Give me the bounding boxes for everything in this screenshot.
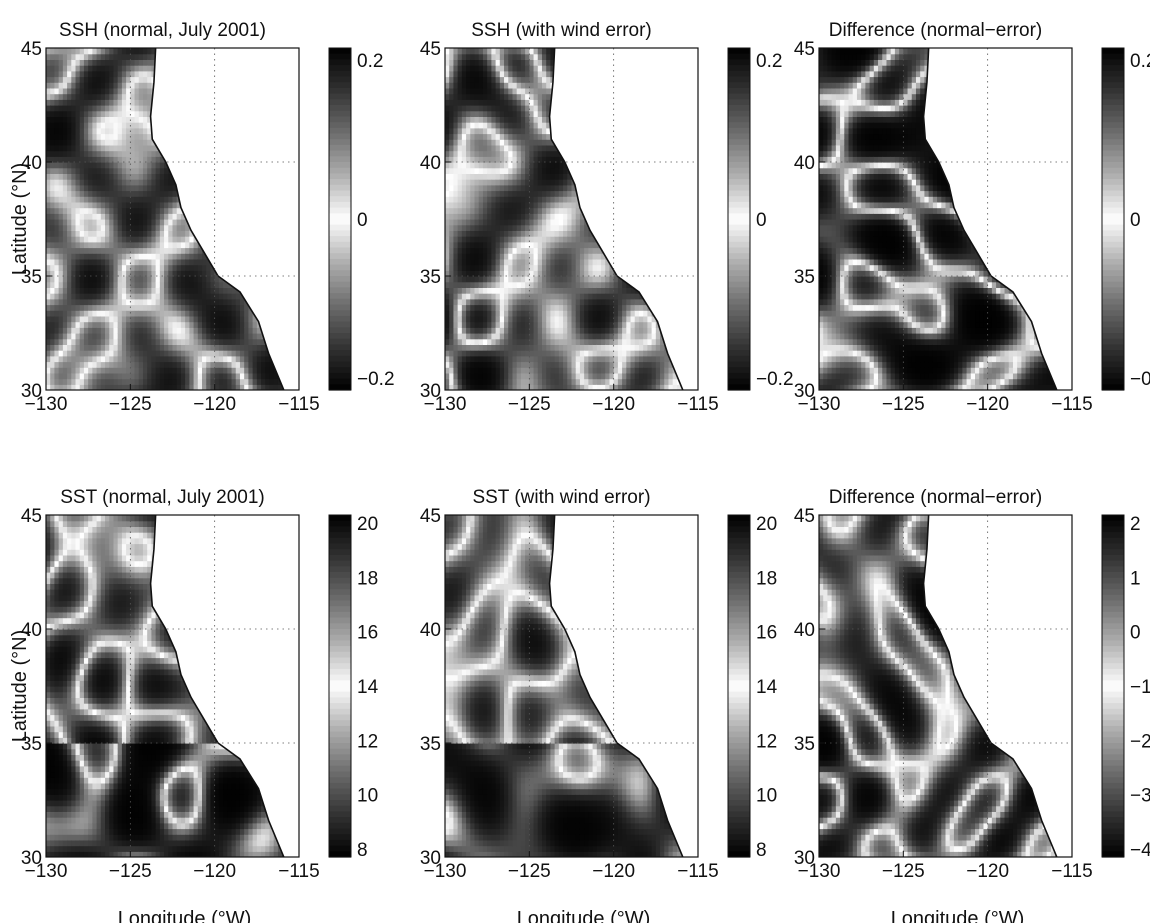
colorbar: 0.2 0 −0.2 [728, 48, 794, 391]
x-tick-label: −125 [882, 394, 925, 415]
colorbar-tick-label: 0 [357, 210, 368, 231]
colorbar: 0.2 0 −0.2 [329, 48, 395, 391]
colorbar-tick-label: 16 [756, 623, 777, 644]
x-tick-label: −120 [966, 861, 1009, 882]
colorbar-tick-label: 12 [357, 731, 378, 752]
colorbar-tick-label: 0 [756, 210, 767, 231]
y-tick-label: 40 [420, 153, 441, 174]
y-tick-label: 45 [794, 506, 815, 527]
colorbar-tick-label: 1 [1130, 568, 1141, 589]
colorbar-tick-label: −0.2 [1130, 369, 1150, 390]
x-axis-label: Longitude (°W) [891, 908, 1025, 923]
y-tick-label: 35 [794, 734, 815, 755]
panel-title: SST (with wind error) [472, 487, 650, 508]
y-tick-label: 35 [794, 267, 815, 288]
y-axis-label: Latitude (°N) [9, 630, 31, 743]
x-tick-label: −115 [278, 394, 319, 415]
colorbar: 2 1 0 −1 −2 −3 −4 [1102, 514, 1150, 861]
x-tick-label: −120 [193, 394, 236, 415]
map-panel-4: SST (normal, July 2001) −130 −125 −120 −115 3… [9, 487, 379, 923]
panel-title: SST (normal, July 2001) [60, 487, 265, 508]
panel-title: Difference (normal−error) [829, 487, 1042, 508]
y-tick-label: 40 [420, 620, 441, 641]
y-tick-label: 30 [420, 848, 441, 869]
y-tick-label: 45 [794, 39, 815, 60]
x-tick-label: −125 [508, 861, 551, 882]
colorbar-tick-label: −2 [1130, 731, 1150, 752]
map-panel-2: SSH (with wind error) −130 −125 −120 −115 30 3… [420, 20, 794, 415]
x-axis-label: Longitude (°W) [118, 908, 252, 923]
x-tick-label: −115 [677, 394, 718, 415]
colorbar-tick-label: 0.2 [1130, 51, 1150, 72]
colorbar: 20 18 16 14 12 10 8 [728, 514, 778, 861]
colorbar-tick-label: 12 [756, 731, 777, 752]
map-panel-3: Difference (normal−error) −130 −125 −120 −11… [794, 20, 1150, 415]
y-tick-label: 30 [21, 848, 42, 869]
colorbar-tick-label: 20 [357, 514, 378, 535]
x-tick-label: −115 [677, 861, 718, 882]
x-tick-label: −120 [592, 861, 635, 882]
y-tick-label: 35 [420, 267, 441, 288]
colorbar-tick-label: 8 [756, 840, 767, 861]
colorbar-tick-label: 16 [357, 623, 378, 644]
colorbar-tick-label: 0.2 [357, 51, 383, 72]
colorbar-tick-label: 18 [357, 568, 378, 589]
x-tick-label: −120 [193, 861, 236, 882]
panel-title: Difference (normal−error) [829, 20, 1042, 41]
x-axis-label: Longitude (°W) [517, 908, 651, 923]
y-tick-label: 45 [21, 506, 42, 527]
x-tick-label: −125 [508, 394, 551, 415]
x-tick-label: −125 [109, 394, 152, 415]
colorbar-tick-label: −1 [1130, 677, 1150, 698]
x-tick-label: −125 [109, 861, 152, 882]
colorbar-tick-label: 18 [756, 568, 777, 589]
map-panel-6: Difference (normal−error) −1 30 −125 −120 −11… [794, 487, 1150, 923]
y-tick-label: 45 [21, 39, 42, 60]
colorbar-tick-label: 20 [756, 514, 777, 535]
x-tick-label: −125 [882, 861, 925, 882]
map-panel-1: SSH (normal, July 2001)−130 −125 −120 −1153… [9, 20, 395, 415]
y-tick-label: 45 [420, 39, 441, 60]
x-tick-label: −115 [278, 861, 319, 882]
colorbar-tick-label: 14 [756, 677, 778, 698]
y-tick-label: 40 [794, 620, 815, 641]
colorbar-tick-label: 10 [357, 786, 378, 807]
y-tick-label: 30 [420, 381, 441, 402]
x-tick-label: −115 [1051, 394, 1092, 415]
panel-title: SSH (normal, July 2001) [59, 20, 266, 41]
y-tick-label: 45 [420, 506, 441, 527]
y-tick-label: 30 [794, 848, 815, 869]
colorbar-tick-label: −0.2 [357, 369, 395, 390]
x-tick-label: −120 [592, 394, 635, 415]
colorbar-tick-label: 0 [1130, 623, 1141, 644]
colorbar-tick-label: −4 [1130, 840, 1150, 861]
y-tick-label: 30 [21, 381, 42, 402]
y-tick-label: 40 [794, 153, 815, 174]
colorbar: 20 18 16 14 12 10 8 [329, 514, 379, 861]
x-tick-label: −115 [1051, 861, 1092, 882]
colorbar: 0.2 0 −0.2 [1102, 48, 1150, 391]
colorbar-tick-label: 8 [357, 840, 368, 861]
colorbar-tick-label: 0.2 [756, 51, 782, 72]
colorbar-tick-label: 10 [756, 786, 777, 807]
x-tick-label: −120 [966, 394, 1009, 415]
map-panel-5: SST (with wind error) −130 −125 −120 −115 30 3… [420, 487, 778, 923]
y-tick-label: 35 [420, 734, 441, 755]
colorbar-tick-label: −3 [1130, 786, 1150, 807]
colorbar-tick-label: −0.2 [756, 369, 794, 390]
colorbar-tick-label: 0 [1130, 210, 1141, 231]
colorbar-tick-label: 2 [1130, 514, 1141, 535]
panel-title: SSH (with wind error) [471, 20, 652, 41]
y-tick-label: 30 [794, 381, 815, 402]
colorbar-tick-label: 14 [357, 677, 379, 698]
y-axis-label: Latitude (°N) [9, 163, 31, 276]
